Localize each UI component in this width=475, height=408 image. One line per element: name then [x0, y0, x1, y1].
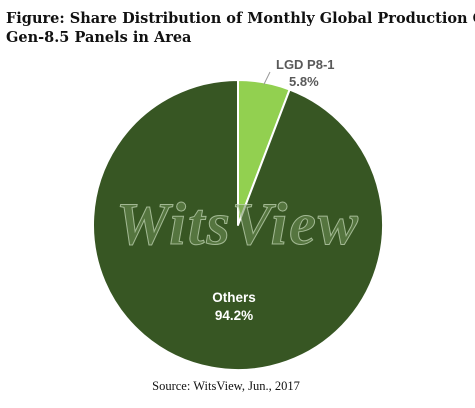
- leader-line-lgd-p8-1: [263, 71, 271, 85]
- chart-title-line-1: Figure: Share Distribution of Monthly Gl…: [6, 10, 475, 27]
- slice-value-lgd-p8-1: 5.8%: [289, 74, 319, 89]
- slice-value-others: 94.2%: [215, 308, 253, 323]
- pie-slice-others: [92, 79, 384, 371]
- chart-source: Source: WitsView, Jun., 2017: [152, 379, 300, 393]
- slice-label-lgd-p8-1: LGD P8-1: [276, 57, 335, 72]
- watermark: WitsView: [116, 191, 360, 257]
- pie-slices: [92, 79, 384, 371]
- chart-title-line-2: Gen-8.5 Panels in Area: [6, 29, 192, 46]
- slice-label-others: Others: [212, 290, 256, 305]
